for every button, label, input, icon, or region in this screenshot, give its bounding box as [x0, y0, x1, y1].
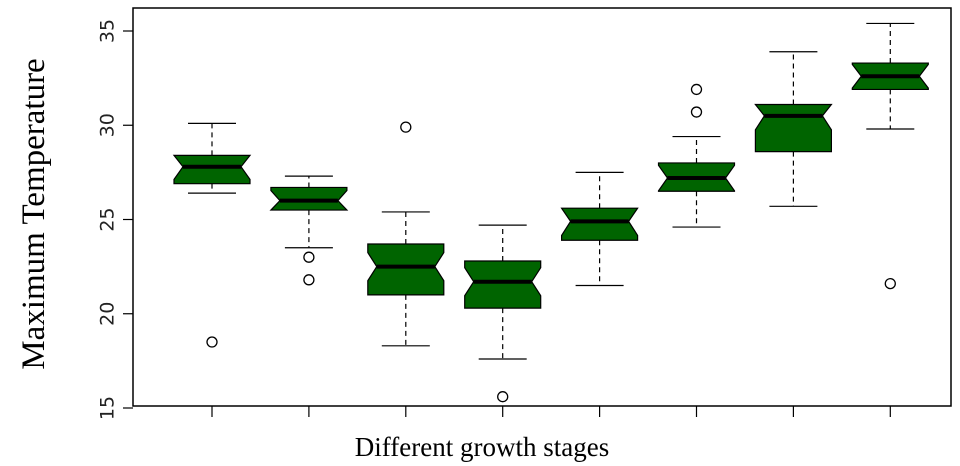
outlier-point [400, 121, 412, 133]
box-6 [657, 83, 736, 228]
outlier-point [690, 106, 703, 118]
outlier-point [884, 277, 896, 290]
y-tick-label: 25 [97, 207, 119, 231]
box-8 [851, 22, 929, 290]
outlier-point [303, 251, 315, 263]
box-body [754, 103, 833, 153]
y-tick-label: 15 [97, 396, 119, 420]
y-tick-label: 35 [97, 19, 119, 43]
plot-frame [132, 7, 952, 407]
box-2 [269, 175, 349, 286]
box-body [172, 154, 252, 185]
box-5 [560, 171, 639, 287]
outlier-point [690, 83, 703, 96]
box-body [560, 207, 639, 241]
y-axis-label: Maximum Temperature [16, 58, 52, 369]
outlier-point [206, 336, 218, 348]
y-axis: 15 20 25 30 35 [97, 19, 133, 420]
outlier-point [303, 274, 315, 286]
box-7 [754, 51, 833, 207]
outlier-point [497, 391, 509, 403]
box-4 [464, 224, 542, 403]
box-body [464, 260, 542, 309]
box-1 [172, 122, 252, 348]
box-3 [367, 121, 445, 347]
boxes [172, 22, 929, 403]
box-body [367, 243, 445, 296]
x-axis [211, 406, 891, 417]
x-axis-label: Different growth stages [355, 432, 609, 462]
y-tick-label: 30 [97, 113, 119, 137]
y-tick-label: 20 [97, 302, 119, 326]
